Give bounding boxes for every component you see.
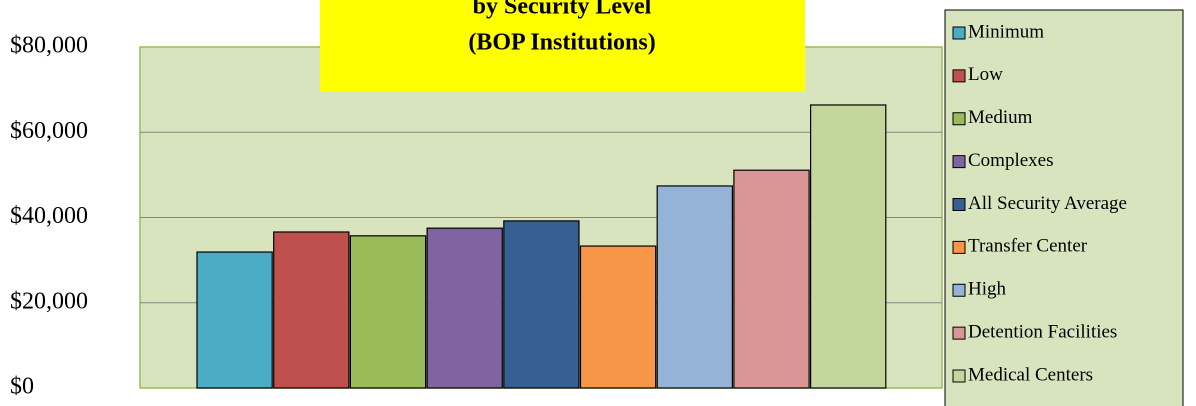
legend-swatch [952, 326, 966, 340]
legend-swatch [952, 26, 966, 40]
legend [944, 9, 1184, 406]
bar [426, 227, 503, 389]
bar [579, 245, 657, 389]
legend-swatch [952, 283, 966, 297]
chart-subtitle: (BOP Institutions) [468, 30, 655, 56]
legend-swatch [952, 240, 966, 254]
bar [196, 251, 273, 389]
legend-swatch [952, 69, 966, 83]
legend-swatch [952, 369, 966, 383]
legend-entries: Minimum Low Medium Complexes All Security Av… [952, 21, 1127, 385]
legend-swatch [952, 155, 966, 169]
legend-label: Medical Centers [968, 364, 1093, 385]
legend-label: Low [968, 64, 1003, 85]
legend-label: Transfer Center [968, 236, 1088, 257]
legend-label: Minimum [968, 21, 1044, 42]
legend-swatch [952, 112, 966, 126]
y-tick-label: $0 [10, 374, 34, 400]
bar [656, 185, 734, 389]
legend-swatch [952, 198, 966, 211]
y-tick-label: $80,000 [10, 33, 88, 59]
y-tick-label: $40,000 [10, 203, 88, 229]
y-tick-label: $60,000 [10, 118, 88, 144]
chart-title: by Security Level [473, 0, 652, 20]
bar [503, 220, 580, 389]
bar [733, 169, 810, 389]
legend-label: Medium [968, 107, 1033, 128]
y-tick-label: $20,000 [10, 288, 88, 314]
title-box [320, 0, 805, 92]
bar [349, 235, 427, 389]
bar [273, 231, 350, 389]
legend-label: Detention Facilities [968, 321, 1117, 342]
bars [196, 104, 887, 389]
bar [809, 104, 887, 389]
legend-label: High [968, 279, 1007, 300]
legend-label: All Security Average [968, 193, 1127, 214]
legend-label: Complexes [968, 150, 1054, 171]
